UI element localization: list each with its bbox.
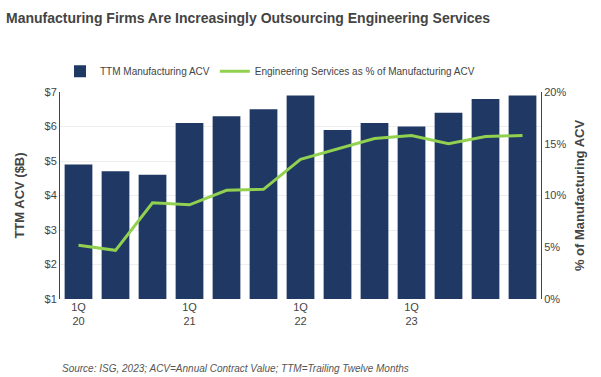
svg-text:$4: $4	[45, 189, 57, 201]
svg-text:15%: 15%	[544, 138, 566, 150]
svg-text:Source: ISG, 2023; ACV=Annual: Source: ISG, 2023; ACV=Annual Contract V…	[62, 363, 409, 374]
svg-text:20%: 20%	[544, 86, 566, 98]
svg-text:Engineering Services as % of M: Engineering Services as % of Manufacturi…	[255, 66, 475, 77]
svg-text:10%: 10%	[544, 189, 566, 201]
svg-text:1Q21: 1Q21	[182, 301, 197, 327]
svg-text:$3: $3	[45, 224, 57, 236]
svg-text:% of Manufacturing ACV: % of Manufacturing ACV	[572, 120, 587, 272]
svg-text:Manufacturing Firms Are Increa: Manufacturing Firms Are Increasingly Out…	[6, 10, 490, 26]
svg-text:1Q20: 1Q20	[71, 301, 86, 327]
svg-text:1Q23: 1Q23	[404, 301, 419, 327]
svg-text:0%: 0%	[544, 293, 560, 305]
svg-text:$5: $5	[45, 155, 57, 167]
svg-text:$2: $2	[45, 258, 57, 270]
svg-text:$6: $6	[45, 120, 57, 132]
svg-text:5%: 5%	[544, 241, 560, 253]
svg-text:1Q22: 1Q22	[293, 301, 308, 327]
svg-text:TTM Manufacturing ACV: TTM Manufacturing ACV	[100, 66, 210, 77]
svg-text:$7: $7	[45, 86, 57, 98]
svg-text:$1: $1	[45, 293, 57, 305]
svg-text:TTM ACV ($B): TTM ACV ($B)	[12, 152, 27, 238]
